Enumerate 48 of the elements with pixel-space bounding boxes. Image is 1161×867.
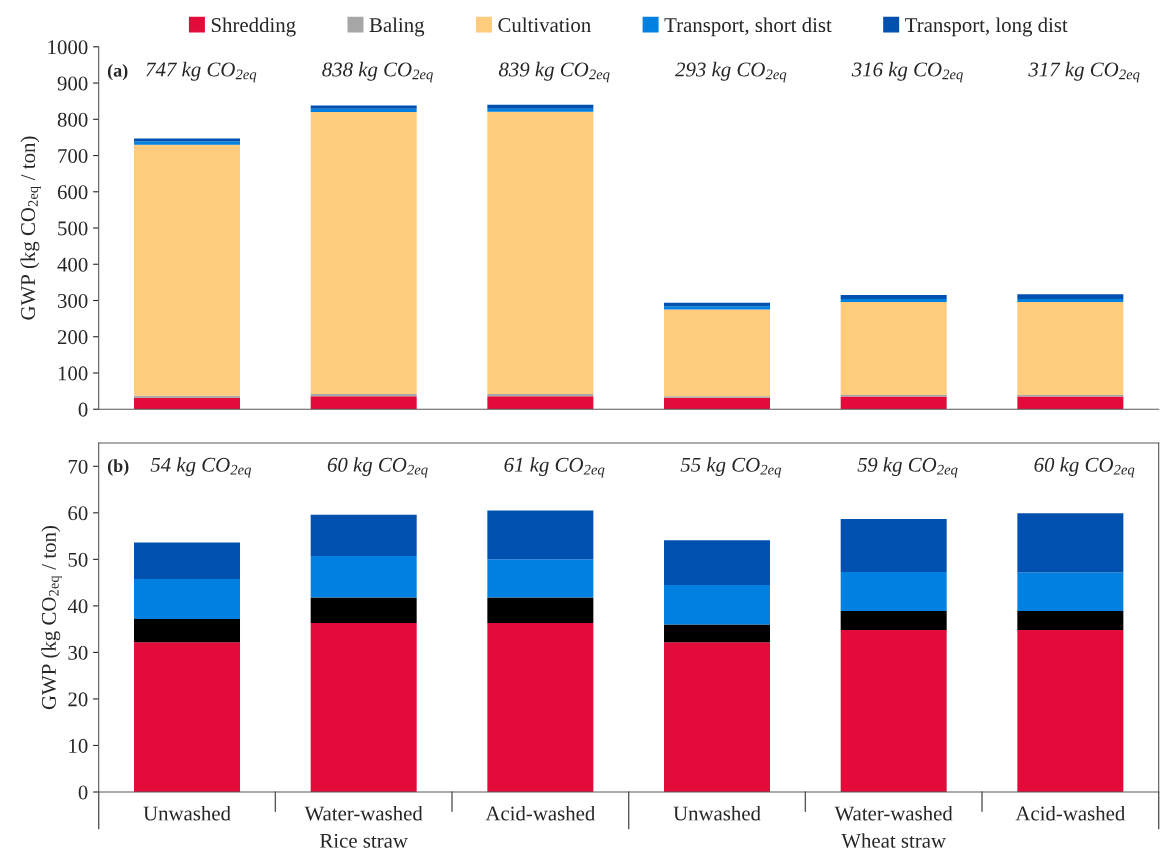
text: Wheat straw: [841, 833, 946, 848]
y-tick-label: 0: [78, 402, 88, 417]
y-tick-label: 500: [58, 221, 88, 236]
annotation: 59 kg CO$_{2eq}$: [857, 457, 958, 478]
legend-label: Transport, short dist: [664, 17, 832, 37]
y-tick-label: 200: [57, 330, 88, 345]
x-tick-label: Acid-washed: [485, 805, 596, 821]
y-tick-label: 900: [57, 76, 88, 91]
legend-label: Transport, long dist: [905, 17, 1068, 37]
y-tick-label: 60: [68, 506, 88, 521]
annotation: 60 kg CO$_{2eq}$: [327, 457, 428, 478]
x-tick-label: Water-washed: [834, 805, 953, 821]
y-tick-label: 700: [58, 148, 88, 163]
y-tick-label: 400: [57, 257, 88, 272]
legend-label: Cultivation: [498, 17, 591, 33]
y-tick-label: 30: [68, 645, 88, 660]
y-tick-label: 0: [78, 785, 88, 800]
legend-label: Shredding: [211, 17, 296, 37]
annotation: 317 kg CO$_{2eq}$: [1028, 61, 1140, 83]
x-tick-label: Unwashed: [673, 805, 761, 821]
annotation: 839 kg CO$_{2eq}$: [498, 61, 610, 83]
annotation: 54 kg CO$_{2eq}$: [150, 457, 252, 478]
annotation: 60 kg CO$_{2eq}$: [1034, 457, 1135, 478]
annotation: 747 kg CO$_{2eq}$: [146, 61, 257, 83]
annotation: 293 kg CO$_{2eq}$: [675, 61, 787, 83]
text: Rice straw: [320, 833, 408, 848]
x-tick-label: Acid-washed: [1015, 805, 1126, 821]
annotation: 316 kg CO$_{2eq}$: [851, 61, 963, 83]
y-tick-label: 70: [68, 459, 88, 474]
y-tick-label: 600: [57, 185, 88, 200]
y-tick-label: 800: [57, 112, 88, 127]
legend-label: Baling: [369, 17, 425, 37]
annotation: 61 kg CO$_{2eq}$: [504, 457, 605, 478]
annotation: 838 kg CO$_{2eq}$: [322, 61, 433, 83]
y-tick-label: 300: [58, 293, 88, 308]
y-tick-label: 100: [58, 366, 88, 381]
annotation: (a): [107, 64, 128, 81]
y-tick-label: 10: [69, 738, 88, 753]
annotation: (b): [107, 459, 129, 476]
y-axis-title: GWP (kg CO$_{2eq}$ / ton): [41, 526, 62, 710]
y-axis-title: GWP (kg CO$_{2eq}$ / ton): [20, 136, 41, 320]
y-tick-label: 50: [68, 552, 88, 567]
y-tick-label: 20: [68, 692, 88, 707]
y-tick-label: 40: [67, 599, 88, 614]
x-tick-label: Unwashed: [143, 805, 231, 821]
y-tick-label: 1000: [48, 40, 88, 55]
x-tick-label: Water-washed: [304, 805, 423, 821]
annotation: 55 kg CO$_{2eq}$: [680, 457, 782, 478]
